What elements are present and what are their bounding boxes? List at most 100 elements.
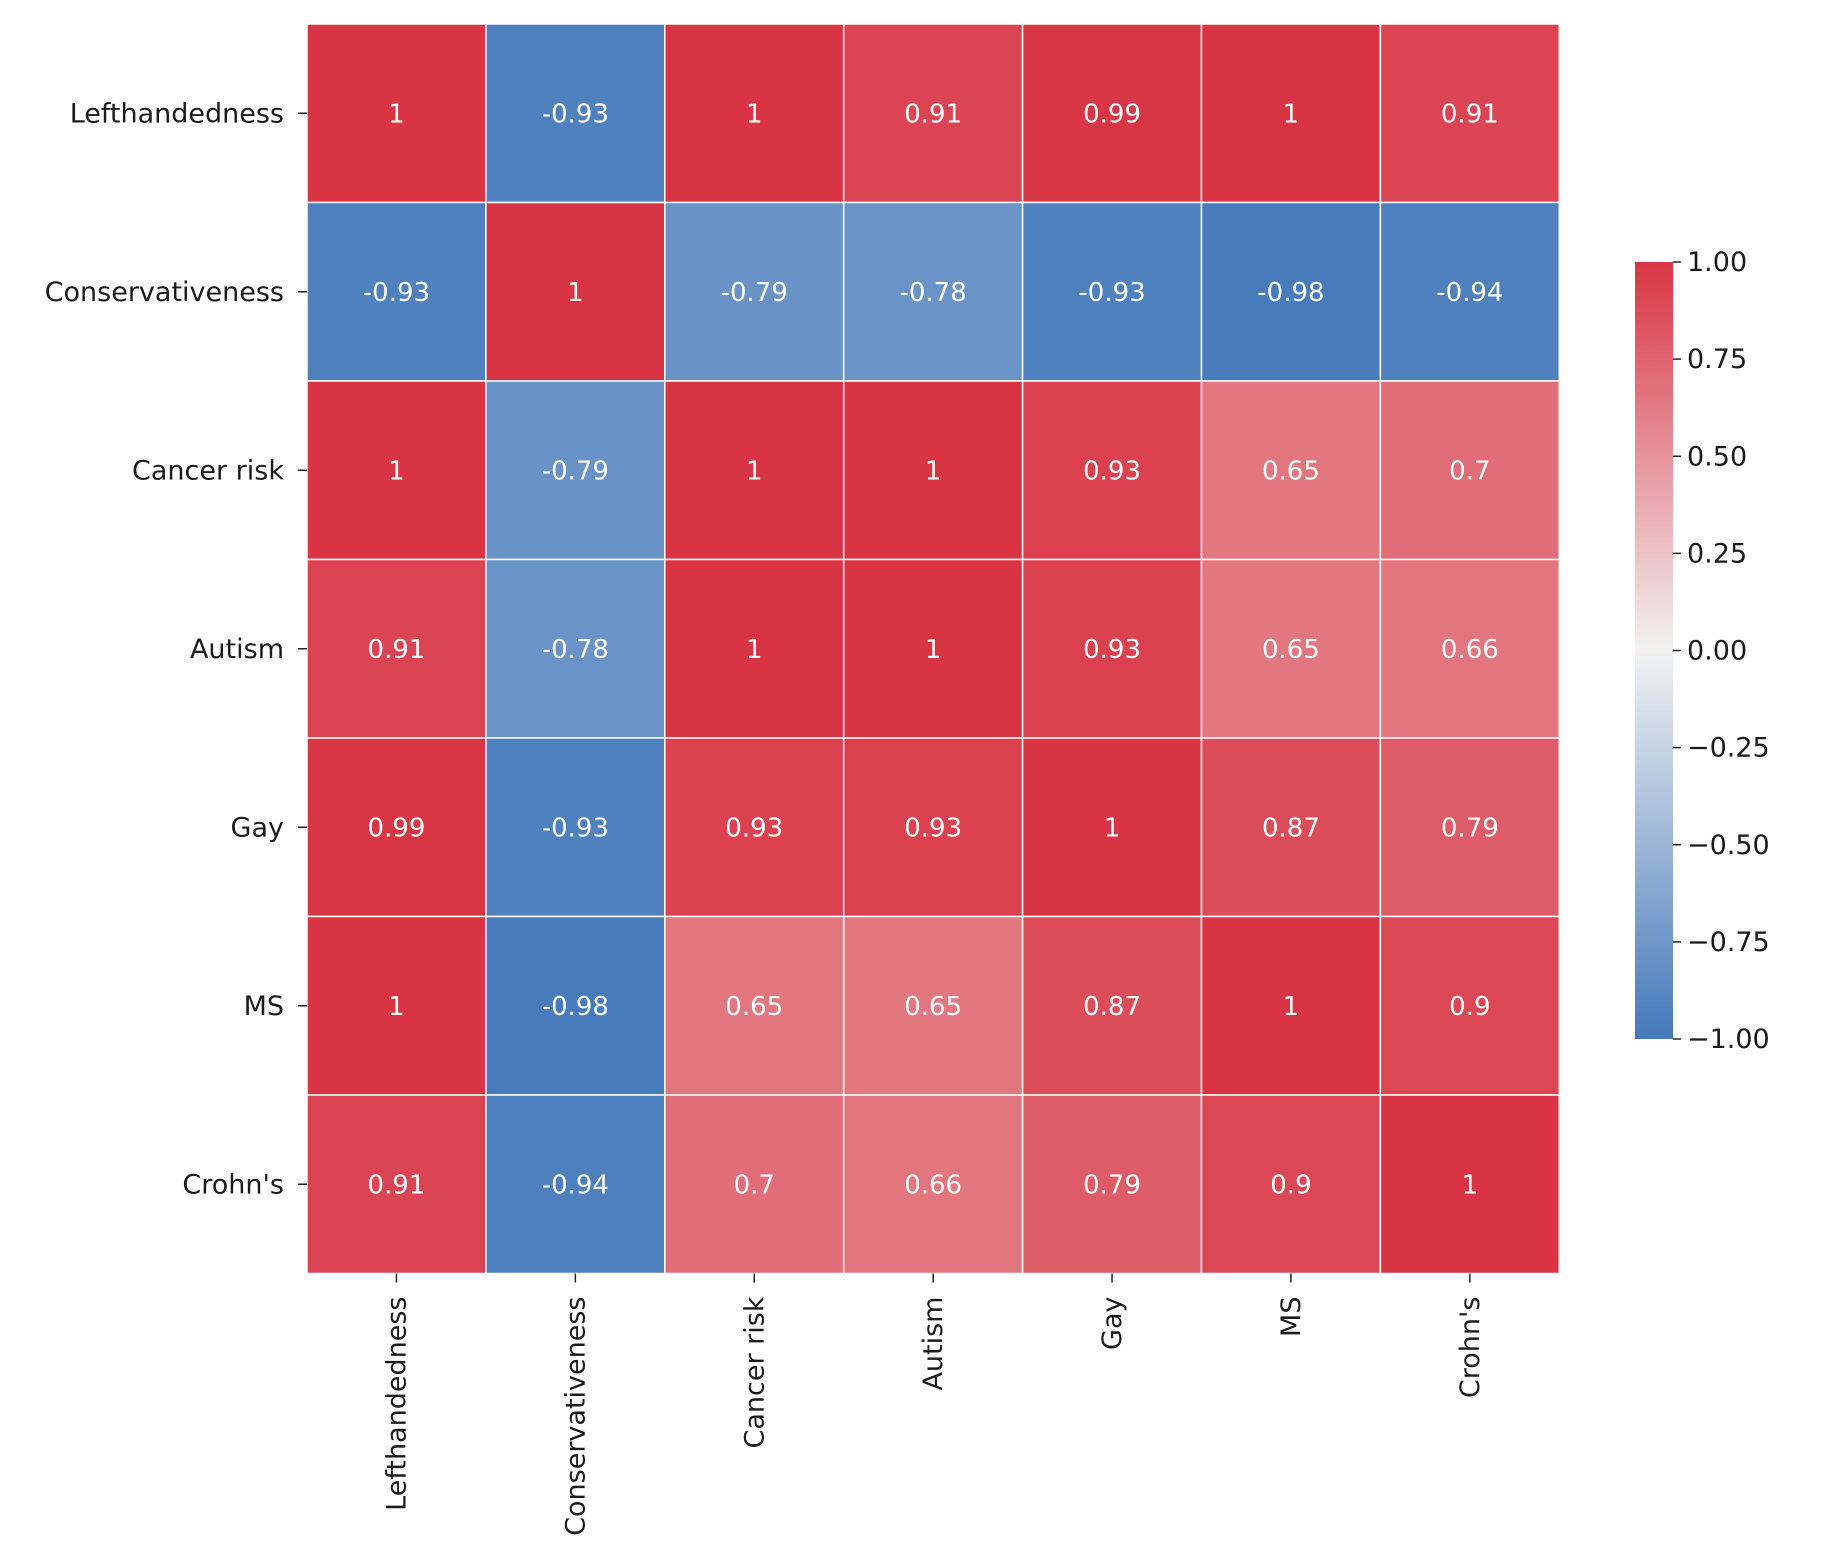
heatmap-cell xyxy=(664,737,845,918)
heatmap-cell xyxy=(1021,23,1203,204)
heatmap-cell xyxy=(1200,558,1382,739)
cell-value-label: 1 xyxy=(925,456,942,486)
heatmap-cell xyxy=(485,915,666,1096)
y-tick-label: Crohn's xyxy=(182,1169,284,1200)
cell-value-label: 0.99 xyxy=(1083,99,1141,129)
cell-value-label: 0.93 xyxy=(1083,456,1141,486)
heatmap-cell xyxy=(1200,201,1382,382)
x-tick-label: Lefthandedness xyxy=(381,1297,412,1511)
heatmap-cell xyxy=(842,915,1024,1096)
x-tick-label: Gay xyxy=(1097,1296,1128,1349)
cell-value-label: 1 xyxy=(1462,1170,1479,1200)
heatmap-cell xyxy=(1021,380,1203,561)
y-tick-label: Cancer risk xyxy=(132,455,284,486)
cell-value-label: 1 xyxy=(388,99,405,129)
cell-value-label: 0.87 xyxy=(1262,813,1320,843)
heatmap-cell xyxy=(664,23,845,204)
colorbar-tick-label: 0.25 xyxy=(1687,538,1747,569)
x-tick-label: Autism xyxy=(918,1297,949,1391)
heatmap-cell xyxy=(1200,1094,1382,1275)
colorbar-tick-label: 0.75 xyxy=(1687,344,1747,375)
heatmap-cell xyxy=(842,1094,1024,1275)
heatmap-cell xyxy=(842,558,1024,739)
cell-value-label: 0.93 xyxy=(725,813,783,843)
cell-value-label: 0.66 xyxy=(1441,635,1499,665)
colorbar-tick-label: −1.00 xyxy=(1687,1024,1770,1055)
cell-value-label: 0.9 xyxy=(1449,992,1490,1022)
cell-value-label: 1 xyxy=(925,635,942,665)
heatmap-cell xyxy=(306,558,487,739)
cell-value-label: -0.93 xyxy=(542,813,609,843)
heatmap-cell xyxy=(485,23,666,204)
heatmap-cell xyxy=(664,380,845,561)
cell-value-label: -0.93 xyxy=(363,278,430,308)
cell-value-label: -0.94 xyxy=(542,1170,609,1200)
heatmap-cell xyxy=(664,915,845,1096)
cell-value-label: 0.99 xyxy=(368,813,426,843)
cell-value-label: -0.78 xyxy=(900,278,967,308)
cell-value-label: 0.79 xyxy=(1083,1170,1141,1200)
heatmap-cell xyxy=(1021,915,1203,1096)
cell-value-label: 1 xyxy=(567,278,584,308)
y-tick-label: Conservativeness xyxy=(45,277,284,308)
heatmap-cell xyxy=(306,1094,487,1275)
colorbar-tick-label: −0.50 xyxy=(1687,830,1770,861)
heatmap-cell xyxy=(664,201,845,382)
colorbar-tick-label: 1.00 xyxy=(1687,247,1747,278)
heatmap-cell xyxy=(842,380,1024,561)
heatmap-cell xyxy=(1379,1094,1561,1275)
cell-value-label: 0.91 xyxy=(904,99,962,129)
cell-value-label: 1 xyxy=(388,992,405,1022)
colorbar: 1.00 0.75 0.50 0.25 0.00 −0.25 −0.50 −0.75 −1.00 xyxy=(1635,247,1770,1055)
heatmap-cell xyxy=(1379,558,1561,739)
colorbar-tick-label: −0.75 xyxy=(1687,927,1770,958)
heatmap-cell xyxy=(1021,1094,1203,1275)
cell-value-label: 0.65 xyxy=(904,992,962,1022)
x-tick-label: MS xyxy=(1276,1297,1307,1337)
heatmap-cell xyxy=(1021,201,1203,382)
heatmap-cells: 1 -0.93 1 0.91 0.99 1 0.91-0.93 1 -0.79 -0.78 -0.9… xyxy=(306,23,1561,1275)
heatmap-cell xyxy=(1379,737,1561,918)
colorbar-tick-label: 0.50 xyxy=(1687,441,1747,472)
cell-value-label: 0.65 xyxy=(1262,456,1320,486)
heatmap-cell xyxy=(664,1094,845,1275)
cell-value-label: 0.7 xyxy=(1449,456,1490,486)
y-tick-label: Lefthandedness xyxy=(70,98,284,129)
cell-value-label: -0.78 xyxy=(542,635,609,665)
y-tick-label: Autism xyxy=(190,634,284,665)
cell-value-label: 1 xyxy=(1283,99,1300,129)
cell-value-label: -0.94 xyxy=(1436,278,1503,308)
cell-value-label: 0.66 xyxy=(904,1170,962,1200)
x-tick-label: Cancer risk xyxy=(739,1296,770,1448)
heatmap-cell xyxy=(1200,23,1382,204)
heatmap-cell xyxy=(306,380,487,561)
cell-value-label: 0.93 xyxy=(1083,635,1141,665)
cell-value-label: 1 xyxy=(746,635,763,665)
heatmap-cell xyxy=(306,23,487,204)
cell-value-label: 0.93 xyxy=(904,813,962,843)
heatmap-cell xyxy=(306,737,487,918)
x-tick-label: Conservativeness xyxy=(560,1297,591,1536)
heatmap-cell xyxy=(485,380,666,561)
heatmap-cell xyxy=(1379,380,1561,561)
heatmap-cell xyxy=(306,915,487,1096)
colorbar-tick-label: −0.25 xyxy=(1687,733,1770,764)
cell-value-label: 1 xyxy=(746,99,763,129)
cell-value-label: -0.93 xyxy=(1078,278,1145,308)
cell-value-label: 0.7 xyxy=(734,1170,775,1200)
cell-value-label: -0.79 xyxy=(721,278,788,308)
heatmap-cell xyxy=(842,23,1024,204)
cell-value-label: 0.65 xyxy=(1262,635,1320,665)
colorbar-gradient xyxy=(1635,262,1673,1039)
cell-value-label: -0.98 xyxy=(1257,278,1324,308)
cell-value-label: 0.91 xyxy=(368,1170,426,1200)
y-tick-label: Gay xyxy=(231,812,284,843)
heatmap-cell xyxy=(1200,380,1382,561)
row-labels: Lefthandedness Conservativeness Cancer ris… xyxy=(45,98,307,1200)
colorbar-tick-label: 0.00 xyxy=(1687,636,1747,667)
cell-value-label: -0.93 xyxy=(542,99,609,129)
cell-value-label: -0.98 xyxy=(542,992,609,1022)
cell-value-label: 0.9 xyxy=(1270,1170,1311,1200)
column-labels: Lefthandedness Conservativeness Cancer ris… xyxy=(381,1273,1486,1536)
